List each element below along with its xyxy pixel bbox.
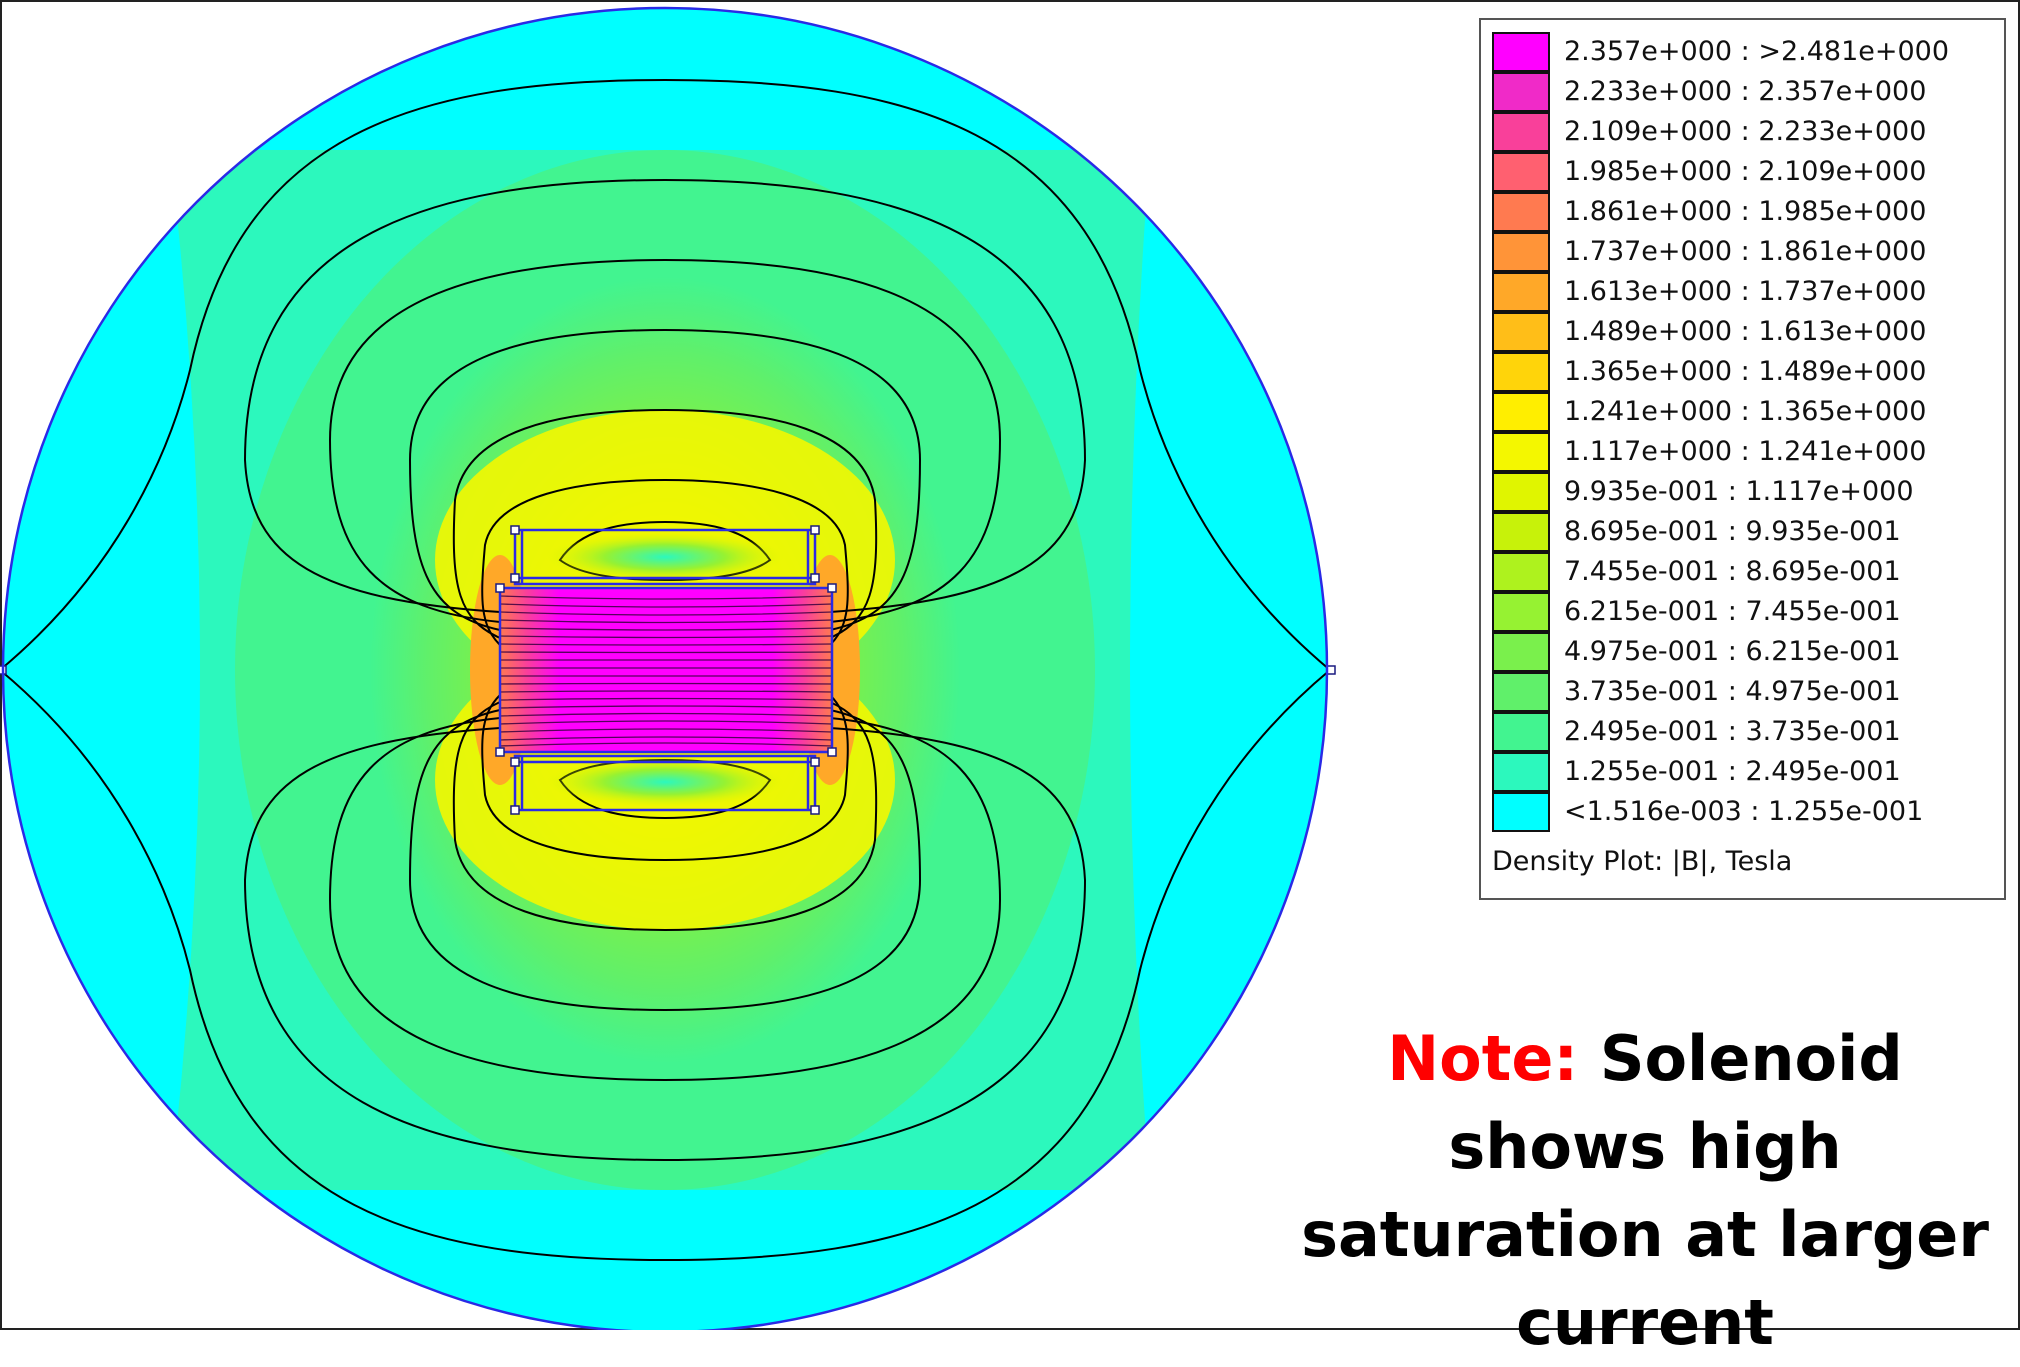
legend-label: 1.255e-001 : 2.495e-001 — [1564, 756, 1901, 787]
legend-label: 1.737e+000 : 1.861e+000 — [1564, 236, 1927, 267]
legend-swatch — [1492, 672, 1550, 712]
legend-label: 1.241e+000 : 1.365e+000 — [1564, 396, 1927, 427]
model-geometry — [498, 528, 834, 812]
legend-swatch — [1492, 472, 1550, 512]
legend-swatch — [1492, 752, 1550, 792]
geometry-nodes — [0, 525, 1336, 815]
legend-swatch — [1492, 632, 1550, 672]
legend-label: 2.233e+000 : 2.357e+000 — [1564, 76, 1927, 107]
core-flux-lines — [499, 595, 833, 747]
legend-swatch — [1492, 72, 1550, 112]
legend-swatch — [1492, 512, 1550, 552]
legend-swatch — [1492, 112, 1550, 152]
annotation-note: Note: Solenoid shows high saturation at … — [1290, 1015, 2000, 1367]
legend-label: 3.735e-001 : 4.975e-001 — [1564, 676, 1901, 707]
legend-label: 2.495e-001 : 3.735e-001 — [1564, 716, 1901, 747]
legend-swatch — [1492, 712, 1550, 752]
legend-label: <1.516e-003 : 1.255e-001 — [1564, 796, 1924, 827]
legend-label: 1.489e+000 : 1.613e+000 — [1564, 316, 1927, 347]
legend-swatch — [1492, 272, 1550, 312]
legend-label: 2.357e+000 : >2.481e+000 — [1564, 36, 1950, 67]
legend-swatch — [1492, 352, 1550, 392]
outer-boundary — [1, 6, 1329, 1330]
density-plot — [0, 6, 1336, 1330]
note-prefix: Note: — [1387, 1022, 1579, 1095]
legend-swatch — [1492, 192, 1550, 232]
legend-label: 1.985e+000 : 2.109e+000 — [1564, 156, 1927, 187]
legend-swatch — [1492, 552, 1550, 592]
legend-label: 6.215e-001 : 7.455e-001 — [1564, 596, 1901, 627]
legend-swatch — [1492, 792, 1550, 832]
legend-label: 9.935e-001 : 1.117e+000 — [1564, 476, 1914, 507]
legend-swatch — [1492, 392, 1550, 432]
solenoid-core — [500, 588, 832, 752]
legend-swatch — [1492, 152, 1550, 192]
legend-label: 1.117e+000 : 1.241e+000 — [1564, 436, 1927, 467]
legend-label: 4.975e-001 : 6.215e-001 — [1564, 636, 1901, 667]
legend-swatch — [1492, 592, 1550, 632]
legend-swatch — [1492, 32, 1550, 72]
legend-swatch — [1492, 312, 1550, 352]
legend-caption: Density Plot: |B|, Tesla — [1492, 846, 1793, 877]
legend-label: 1.613e+000 : 1.737e+000 — [1564, 276, 1927, 307]
legend-label: 1.365e+000 : 1.489e+000 — [1564, 356, 1927, 387]
flux-lines — [0, 78, 1331, 1262]
density-legend: 2.357e+000 : >2.481e+000 2.233e+000 : 2.3… — [1479, 18, 2006, 900]
legend-label: 8.695e-001 : 9.935e-001 — [1564, 516, 1901, 547]
legend-swatch — [1492, 232, 1550, 272]
legend-label: 1.861e+000 : 1.985e+000 — [1564, 196, 1927, 227]
legend-label: 2.109e+000 : 2.233e+000 — [1564, 116, 1927, 147]
legend-swatch — [1492, 432, 1550, 472]
coil-pocket-lower — [545, 757, 785, 807]
legend-label: 7.455e-001 : 8.695e-001 — [1564, 556, 1901, 587]
coil-pocket-upper — [545, 532, 785, 582]
